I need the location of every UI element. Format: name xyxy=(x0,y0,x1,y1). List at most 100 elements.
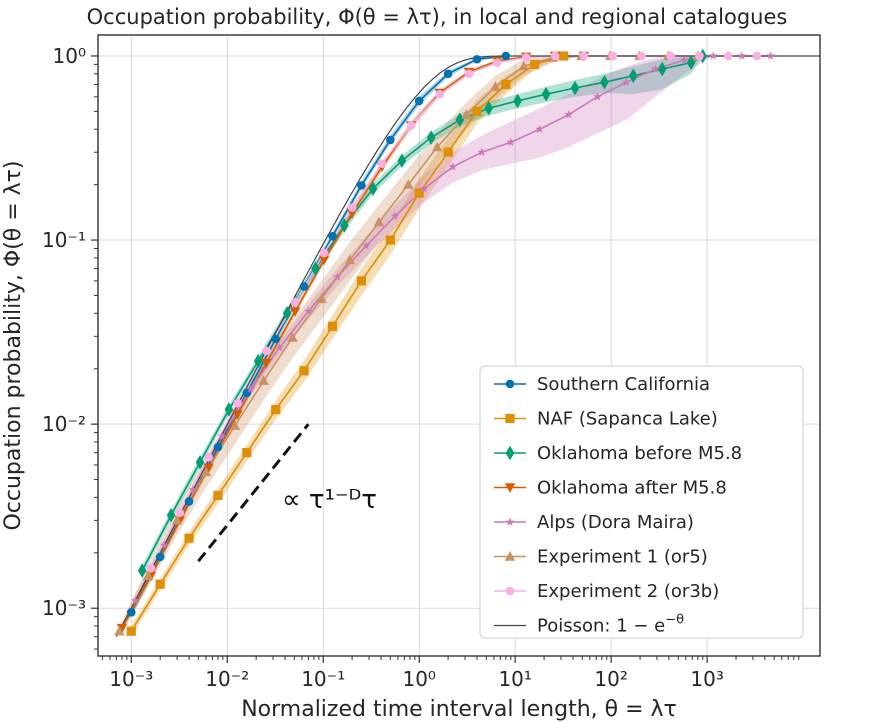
data-point xyxy=(271,334,281,344)
data-point xyxy=(344,254,356,265)
x-tick-label: 10³ xyxy=(690,667,723,691)
data-point xyxy=(287,332,298,342)
data-point xyxy=(275,343,284,352)
data-point xyxy=(377,159,387,168)
data-point xyxy=(319,248,329,258)
data-point xyxy=(195,455,205,470)
data-point xyxy=(443,69,453,79)
data-point xyxy=(332,272,342,281)
data-point xyxy=(492,58,502,67)
data-point xyxy=(637,51,646,61)
y-tick-label: 10⁻³ xyxy=(42,596,86,620)
data-point xyxy=(505,379,515,389)
data-point xyxy=(137,563,147,578)
data-point xyxy=(708,51,718,60)
data-point xyxy=(414,188,424,198)
data-point xyxy=(346,209,358,219)
data-point xyxy=(505,517,515,526)
x-tick-label: 10⁻³ xyxy=(109,667,153,691)
x-axis-title: Normalized time interval length, θ = λτ xyxy=(241,697,677,722)
data-point xyxy=(232,410,243,420)
data-point xyxy=(477,147,487,156)
data-point xyxy=(666,51,675,61)
data-point xyxy=(159,540,169,549)
confidence-band xyxy=(119,56,698,637)
power-law-label: ∝ τ¹⁻ᴰτ xyxy=(282,485,377,515)
legend-box xyxy=(479,365,804,639)
data-point xyxy=(356,276,367,286)
data-point xyxy=(472,54,482,64)
data-point xyxy=(506,137,516,146)
data-point xyxy=(171,514,183,525)
legend-label: NAF (Sapanca Lake) xyxy=(537,409,718,430)
data-point xyxy=(114,625,125,636)
data-point xyxy=(126,608,136,617)
data-point xyxy=(564,110,573,119)
data-point xyxy=(504,483,516,493)
data-point xyxy=(318,255,330,266)
data-point xyxy=(501,51,511,61)
data-point xyxy=(203,463,214,474)
data-point xyxy=(304,306,313,316)
data-point xyxy=(175,508,185,518)
data-point xyxy=(357,181,366,190)
data-point xyxy=(397,153,407,168)
data-point xyxy=(505,413,515,424)
y-tick-label: 10⁻² xyxy=(42,412,86,436)
data-point xyxy=(271,404,281,415)
data-point xyxy=(680,55,689,64)
data-point xyxy=(426,130,436,145)
data-point xyxy=(490,81,501,91)
data-point xyxy=(200,466,212,477)
data-point xyxy=(316,293,327,303)
data-point xyxy=(188,485,198,494)
data-point xyxy=(347,203,357,212)
axis-ticks: 10⁻³ 10⁻² 10⁻¹ 10⁰ 10¹ 10² 10³ 10⁻³ 10⁻² 10⁻¹ 10⁰ xyxy=(42,44,800,691)
data-point xyxy=(328,231,337,241)
data-point xyxy=(435,89,445,99)
chart-title: Occupation probability, Φ(θ = λτ), in lo… xyxy=(87,5,788,29)
data-point xyxy=(504,551,516,561)
data-point xyxy=(126,626,136,636)
data-point xyxy=(657,61,667,77)
data-point xyxy=(443,147,453,157)
data-point xyxy=(559,51,569,61)
data-point xyxy=(752,51,762,61)
data-point xyxy=(368,181,378,196)
data-point xyxy=(143,570,154,580)
y-tick-label: 10⁻¹ xyxy=(42,228,86,252)
series-line xyxy=(130,55,564,632)
data-point xyxy=(541,86,551,102)
x-tick-label: 10² xyxy=(594,667,627,691)
data-point xyxy=(608,51,618,61)
data-point xyxy=(518,60,529,71)
data-point xyxy=(224,402,234,417)
data-point xyxy=(213,490,223,501)
data-point xyxy=(184,533,194,543)
legend: Southern California NAF (Sapanca Lake) Okl… xyxy=(479,365,804,639)
data-point xyxy=(155,579,165,589)
data-point xyxy=(290,297,300,307)
data-point xyxy=(204,453,213,462)
data-point xyxy=(737,51,747,60)
data-point xyxy=(600,74,609,90)
legend-label: Experiment 2 (or3b) xyxy=(537,581,719,602)
y-tick-label: 10⁰ xyxy=(53,44,86,68)
data-point xyxy=(593,92,602,101)
data-point xyxy=(217,431,227,440)
data-point xyxy=(550,51,560,61)
data-point xyxy=(130,596,140,605)
data-point xyxy=(501,79,511,90)
legend-label: Alps (Dora Maira) xyxy=(537,512,694,533)
data-point xyxy=(242,448,252,458)
plot-frame xyxy=(97,34,821,657)
data-point xyxy=(651,64,660,73)
data-point xyxy=(166,507,176,523)
data-point xyxy=(390,211,400,220)
data-point xyxy=(484,101,493,116)
data-point xyxy=(213,442,223,452)
legend-label: Poisson: 1 − e−θ xyxy=(537,613,684,637)
data-point xyxy=(340,218,349,233)
